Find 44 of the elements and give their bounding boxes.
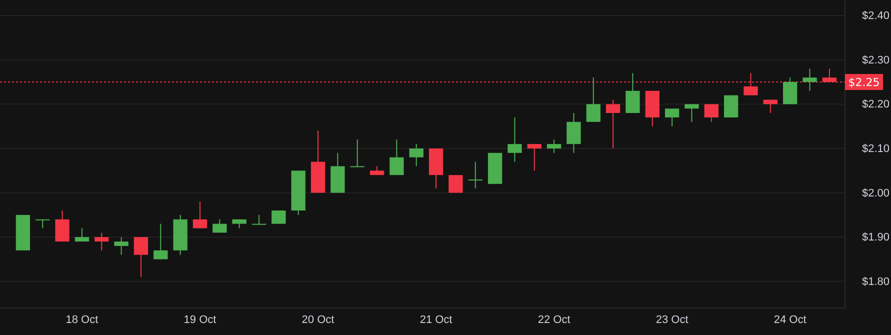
x-tick-label: 20 Oct [302, 314, 334, 326]
candlestick [802, 68, 817, 92]
candlestick [212, 218, 227, 234]
y-tick-label: $2.20 [862, 98, 890, 111]
y-tick-label: $2.30 [862, 54, 890, 66]
candlestick [74, 228, 90, 242]
x-tick-label: 21 Oct [420, 314, 452, 326]
candlestick [704, 104, 718, 122]
candlestick [94, 232, 109, 251]
y-tick-label: $2.40 [862, 10, 890, 22]
x-tick-label: 19 Oct [184, 314, 216, 326]
candlestick [114, 236, 128, 256]
candlestick [390, 139, 404, 176]
candlestick [783, 77, 798, 105]
candlestick [586, 77, 600, 122]
candlestick [724, 94, 738, 118]
candlestick [192, 201, 208, 229]
y-tick-label: $2.00 [862, 187, 890, 200]
candlestick [448, 174, 463, 194]
candlestick [272, 210, 286, 224]
candlestick [55, 210, 70, 242]
x-tick-label: 23 Oct [656, 314, 688, 326]
candlestick [626, 72, 640, 114]
candlestick [664, 108, 680, 127]
candlestick [468, 161, 482, 189]
candlestick [566, 112, 581, 154]
x-tick-label: 24 Oct [774, 314, 806, 326]
candlestick [154, 223, 168, 260]
candlestick [606, 99, 620, 149]
y-tick-label: $1.80 [862, 276, 890, 288]
candlestick [546, 139, 562, 154]
y-tick-label: $2.10 [862, 142, 890, 155]
candlestick [527, 144, 542, 172]
candlestick [350, 139, 364, 168]
candlestick [252, 214, 266, 226]
ref-line-label: $2.25 [848, 76, 880, 89]
candlestick [409, 144, 424, 167]
x-tick-label: 18 Oct [66, 314, 98, 326]
candlestick [508, 116, 522, 162]
candlestick [763, 99, 778, 114]
candlestick [684, 104, 699, 122]
y-tick-label: $1.90 [862, 232, 890, 244]
x-tick-label: 22 Oct [538, 314, 570, 326]
candlestick [134, 236, 148, 278]
